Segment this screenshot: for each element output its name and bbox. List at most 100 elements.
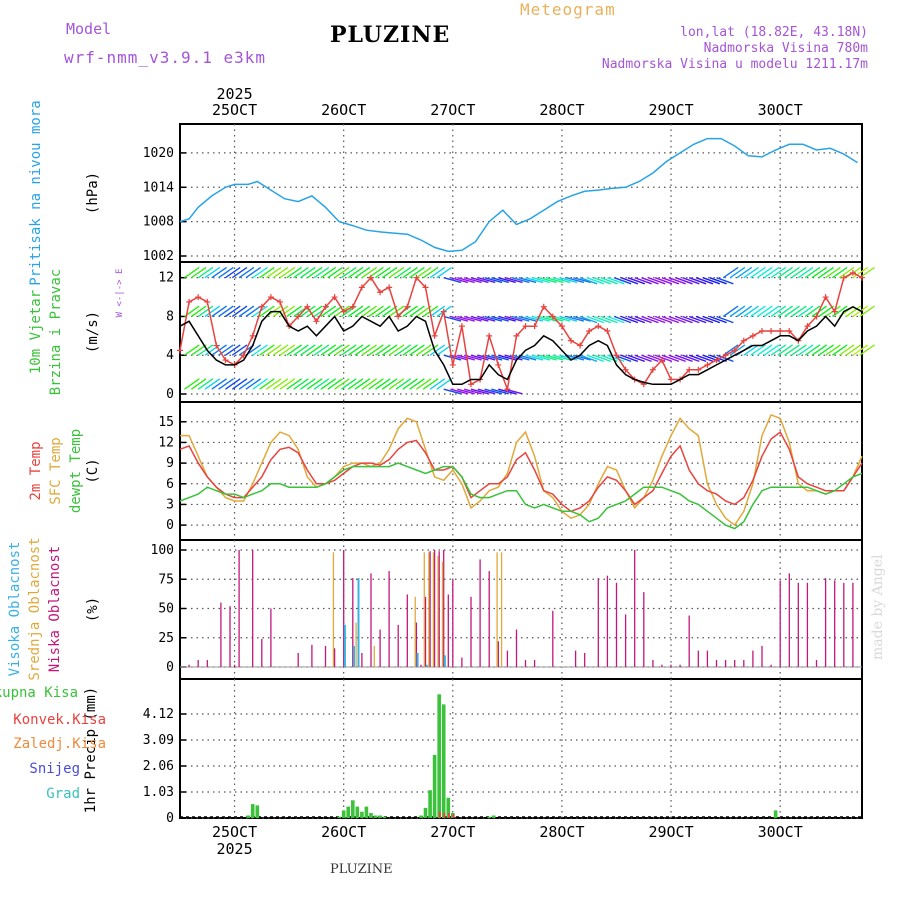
gust-point xyxy=(467,381,474,388)
precip-total-bar xyxy=(487,816,491,818)
wind-barb xyxy=(504,354,523,361)
y-tick-label: 0 xyxy=(166,387,174,402)
wind-barb xyxy=(368,378,384,390)
wind-barb xyxy=(225,378,241,390)
panel-temperature xyxy=(179,401,863,541)
wind-barb xyxy=(354,378,371,390)
wind-barb xyxy=(402,378,418,390)
gust-point xyxy=(504,386,511,393)
y-tick-label: 8 xyxy=(166,309,174,324)
year-label-top: 2025 xyxy=(216,85,252,103)
wind-barb xyxy=(566,277,585,284)
wind-barb xyxy=(613,277,632,285)
wind-barb xyxy=(539,277,557,284)
wind-barb xyxy=(313,344,330,356)
wind-barb xyxy=(498,315,516,322)
y-tick-label: 0 xyxy=(166,518,174,533)
wind-barb xyxy=(402,344,418,356)
wind-barb xyxy=(238,305,255,318)
wind-barb xyxy=(593,315,611,324)
wind-barb xyxy=(252,266,268,279)
wind-barb xyxy=(586,315,605,324)
wind-barb xyxy=(504,315,523,322)
wind-barb xyxy=(300,305,316,318)
wind-barb xyxy=(770,344,787,356)
wind-barb xyxy=(327,344,343,356)
wind-barb xyxy=(722,266,739,279)
wind-barb xyxy=(818,344,834,356)
panel-frame xyxy=(179,678,863,819)
wind-barb xyxy=(797,305,814,318)
panel-frame xyxy=(179,123,863,263)
wind-barb xyxy=(395,266,412,279)
wind-barb xyxy=(525,315,544,322)
wind-barb xyxy=(627,315,646,324)
wind-barb xyxy=(539,315,557,322)
y-tick-label: 1020 xyxy=(143,146,174,161)
y-tick-label: 0 xyxy=(166,811,174,826)
wind-barb xyxy=(334,266,350,279)
wind-barb xyxy=(245,266,262,279)
wind-barb xyxy=(579,315,598,324)
precip-total-bar xyxy=(446,797,451,818)
gust-point xyxy=(313,318,320,325)
wind-barb xyxy=(361,266,378,279)
wind-barb xyxy=(347,378,364,390)
wind-barb xyxy=(688,277,707,285)
wind-barb xyxy=(436,266,453,279)
y-tick-label: 3 xyxy=(166,497,174,512)
wind-barb xyxy=(648,277,666,285)
gust-point xyxy=(195,294,202,301)
wind-barb xyxy=(300,378,316,390)
wind-barb xyxy=(341,266,357,279)
gust-point xyxy=(622,366,629,373)
gust-point xyxy=(322,303,329,310)
wind-barb xyxy=(252,344,268,356)
wind-barb xyxy=(306,305,323,318)
y-tick-label: 9 xyxy=(166,456,174,471)
precip-total-bar xyxy=(432,754,437,818)
wind-barb xyxy=(259,305,275,318)
wind-barb xyxy=(695,277,714,285)
wind-barb xyxy=(375,378,391,390)
wind-barb xyxy=(402,305,418,318)
wind-barb xyxy=(613,315,632,324)
wind-barb xyxy=(327,378,343,390)
wind-barb xyxy=(620,354,639,363)
wind-barb xyxy=(252,378,268,390)
wind-barb xyxy=(409,378,425,390)
wind-barb xyxy=(416,266,432,279)
gust-point xyxy=(668,376,675,383)
wind-barb xyxy=(225,266,241,279)
precip-total-bar xyxy=(250,804,255,818)
wind-barb xyxy=(511,277,530,284)
gust-point xyxy=(377,289,384,296)
wind-barb xyxy=(238,266,255,279)
wind-barb xyxy=(306,344,323,356)
wind-barb xyxy=(682,277,700,285)
gust-point xyxy=(586,328,593,334)
gust-point xyxy=(722,352,729,359)
gust-point xyxy=(340,308,347,315)
gust-line xyxy=(179,271,863,393)
wind-barb xyxy=(395,378,412,390)
dewpt-axis-label: dewpt Temp xyxy=(68,429,84,513)
wind-barb xyxy=(607,354,625,363)
gust-point xyxy=(859,274,865,281)
wind-barb xyxy=(545,354,564,361)
wind-barb xyxy=(811,344,828,356)
wind-barb xyxy=(286,305,303,318)
wind-barb xyxy=(722,305,739,318)
y-tick-label: 2.06 xyxy=(143,759,174,774)
day-label-bottom: 25OCT xyxy=(212,823,257,841)
wind-compass: W <-|-> E xyxy=(115,269,125,318)
sfc-temp-line xyxy=(180,413,863,527)
wind-speed-line xyxy=(179,305,863,386)
wind-barb xyxy=(559,277,578,284)
wind-barb xyxy=(409,344,425,356)
wind-barb xyxy=(845,305,862,318)
gust-point xyxy=(740,337,747,344)
wind-barb xyxy=(381,305,398,318)
wind-barb xyxy=(668,315,686,324)
precip-legend-item: Snijeg xyxy=(29,761,80,777)
